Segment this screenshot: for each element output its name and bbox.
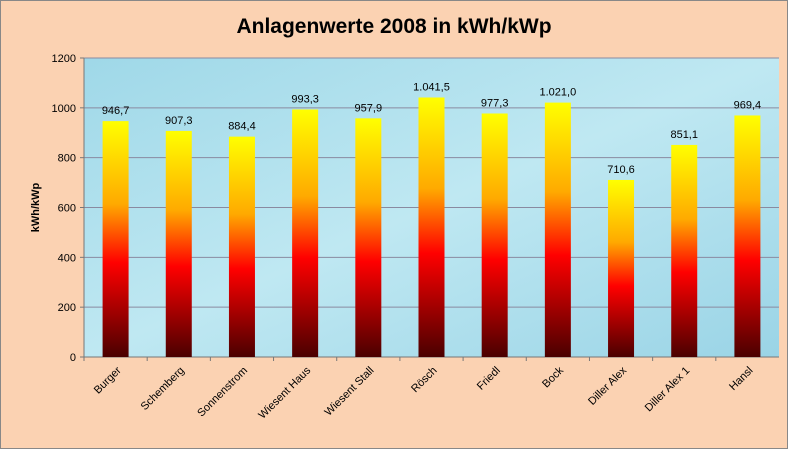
x-tick-label: Friedl (475, 365, 503, 393)
x-tick-label: Rösch (409, 365, 440, 396)
data-label: 957,9 (355, 102, 383, 114)
x-tick-label: Diller Alex 1 (643, 365, 693, 415)
y-tick-label: 1200 (52, 53, 76, 65)
x-tick-label: Burger (92, 364, 124, 396)
data-label: 1.021,0 (540, 87, 577, 99)
bar-schemberg (165, 130, 192, 357)
data-label: 851,1 (670, 129, 698, 141)
data-label: 946,7 (102, 105, 130, 117)
data-label: 1.041,5 (413, 81, 450, 93)
bar-sonnenstrom (228, 136, 255, 357)
bar-burger (102, 121, 129, 357)
bar-hansl (734, 115, 761, 358)
y-tick-label: 1000 (52, 103, 76, 115)
x-tick-label: Wiesent Haus (256, 364, 313, 421)
data-label: 884,4 (228, 121, 256, 133)
y-tick-label: 200 (58, 302, 76, 314)
x-tick-label: Wiesent Stall (323, 365, 377, 419)
data-label: 907,3 (165, 115, 193, 127)
y-tick-label: 400 (58, 252, 76, 264)
bar-wiesent-stall (355, 118, 382, 358)
bar-rösch (418, 97, 445, 357)
bar-wiesent-haus (292, 109, 319, 357)
chart-title: Anlagenwerte 2008 in kWh/kWp (236, 15, 552, 38)
data-label: 710,6 (607, 164, 635, 176)
data-label: 969,4 (734, 99, 762, 111)
bar-diller-alex-1 (671, 144, 698, 357)
x-tick-label: Schemberg (139, 365, 187, 413)
bar-diller-alex (608, 179, 635, 357)
x-tick-label: Diller Alex (586, 364, 629, 407)
x-tick-label: Sonnenstrom (195, 365, 250, 420)
y-tick-label: 800 (58, 153, 76, 165)
y-tick-label: 0 (70, 352, 76, 364)
x-tick-label: Hansl (727, 365, 755, 393)
bar-friedl (481, 113, 508, 358)
y-tick-label: 600 (58, 203, 76, 215)
x-tick-label: Bock (540, 364, 566, 390)
data-label: 993,3 (291, 94, 319, 106)
y-axis-label: kWh/kWp (30, 182, 42, 232)
bar-bock (544, 102, 571, 357)
data-label: 977,3 (481, 97, 509, 109)
